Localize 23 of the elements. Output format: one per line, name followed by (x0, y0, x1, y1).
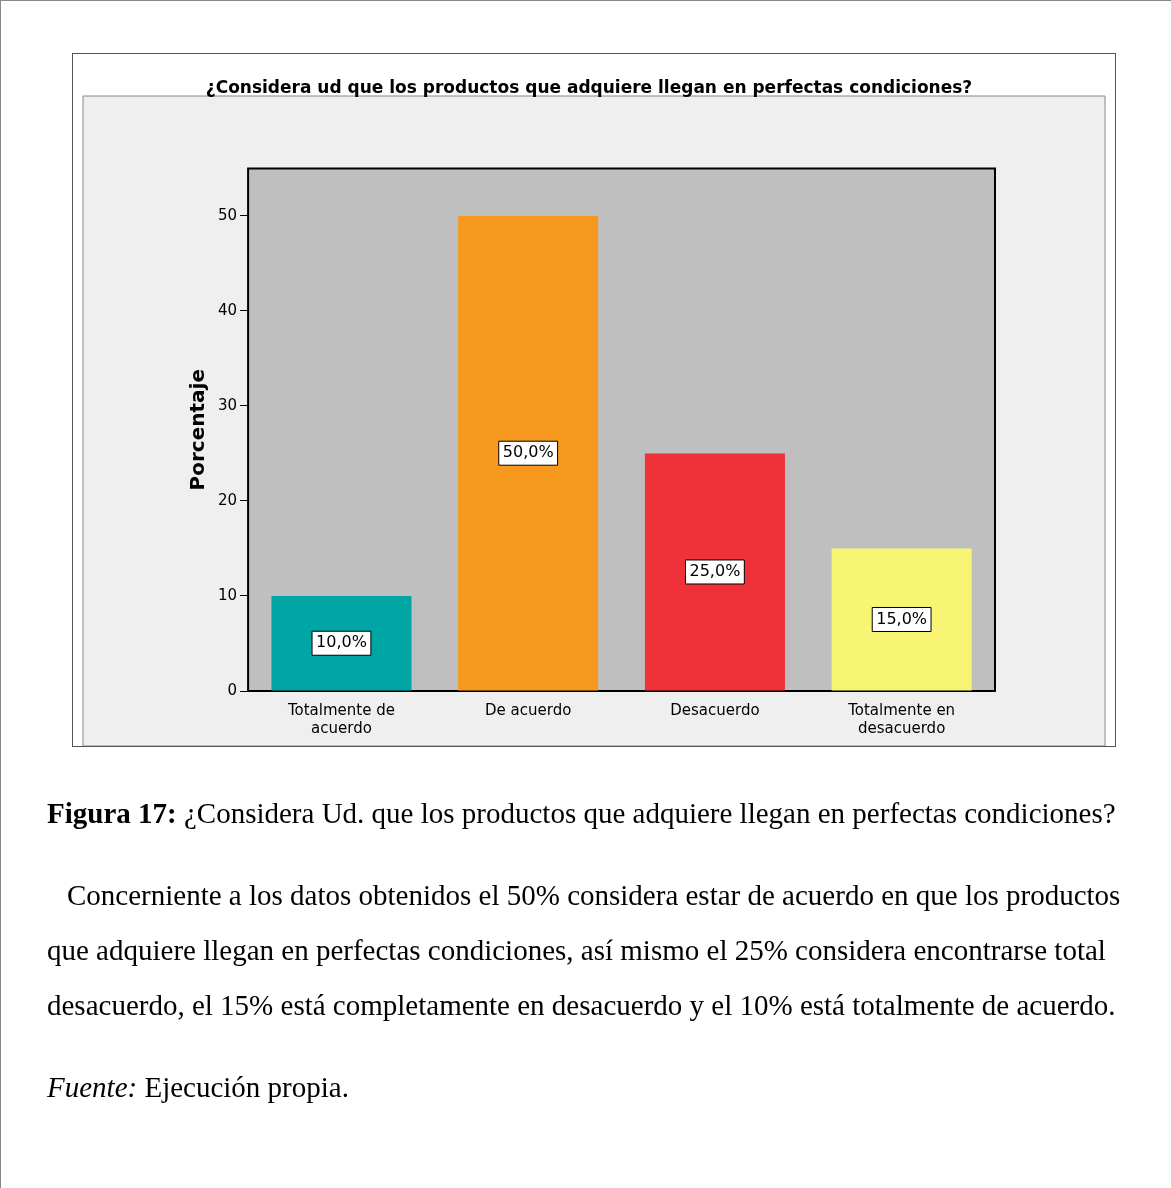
source-note: Fuente: Ejecución propia. (47, 1070, 350, 1105)
y-tick-label: 50 (217, 205, 238, 224)
data-label: 50,0% (502, 442, 554, 462)
x-tick-label: Totalmente de acuerdo (286, 700, 395, 737)
x-tick-label: Desacuerdo (670, 700, 760, 719)
data-label: 10,0% (316, 632, 367, 652)
x-tick-label: De acuerdo (485, 700, 572, 719)
data-label: 15,0% (876, 608, 928, 628)
bar (644, 453, 785, 691)
data-label: 25,0% (689, 561, 741, 581)
y-tick-label: 40 (217, 300, 238, 319)
bar (831, 548, 972, 691)
y-tick-label: 10 (217, 585, 238, 604)
y-tick-label: 20 (217, 490, 238, 509)
y-tick-label: 0 (227, 680, 238, 699)
chart-title: ¿Considera ud que los productos que adquiere llegan en perfectas condiciones? (205, 76, 973, 97)
bar (271, 595, 412, 691)
y-axis-title: Porcentaje (185, 369, 210, 491)
text: Figura 17: ¿Considera Ud. que los productos que adquiere llegan en perfectas condiciones? (47, 796, 1117, 831)
y-tick-label: 30 (217, 395, 238, 414)
x-tick-label: Totalmente en desacuerdo (847, 700, 956, 737)
bar (458, 215, 599, 691)
text: Concerniente a los datos obtenidos el 50% considera estar de acuerdo en que los productos que adquiere llegan en perfectas condiciones, así mismo el 25% considera encontrarse total desacuerdo, el 15% está completamente en desacuerdo y el 10% está totalmente de acuerdo. (47, 878, 1122, 1023)
